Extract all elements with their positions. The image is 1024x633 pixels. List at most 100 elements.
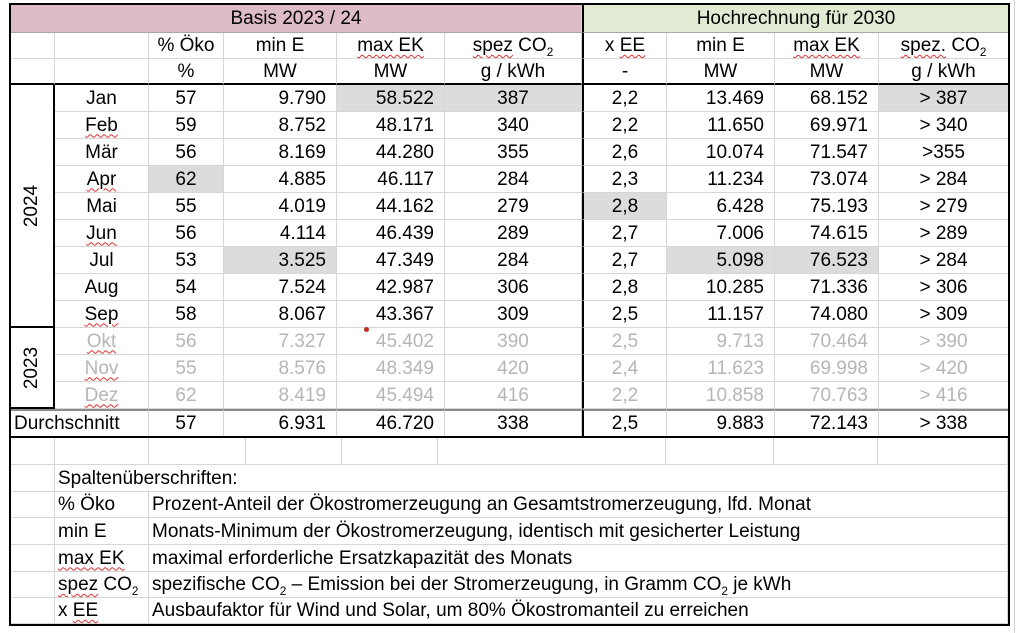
cell-jan-x-ee[interactable]: 2,2 <box>582 85 667 112</box>
empty-cell[interactable] <box>11 33 55 59</box>
year-group-2023[interactable]: 2023 <box>11 328 55 409</box>
cell-month-dez[interactable]: Dez <box>55 382 149 409</box>
empty-cell[interactable] <box>11 598 55 624</box>
cell-feb-min-e[interactable]: 8.752 <box>224 112 337 139</box>
cell-jul-max-ek[interactable]: 47.349 <box>337 247 445 274</box>
cell-nov-max-ek[interactable]: 48.349 <box>337 355 445 382</box>
cell-apr-pct-oeko[interactable]: 62 <box>149 166 224 193</box>
summary-pct-oeko[interactable]: 57 <box>149 409 224 436</box>
summary-max-ek-2030[interactable]: 72.143 <box>775 409 879 436</box>
cell-sep-x-ee[interactable]: 2,5 <box>582 301 667 328</box>
cell-okt-max-ek-2030[interactable]: 70.464 <box>775 328 879 355</box>
cell-month-jun[interactable]: Jun <box>55 220 149 247</box>
cell-mär-spez-co2[interactable]: 355 <box>445 139 582 166</box>
cell-mai-x-ee[interactable]: 2,8 <box>582 193 667 220</box>
legend-desc-3[interactable]: spezifische CO2 – Emission bei der Strom… <box>149 572 1008 598</box>
cell-month-apr[interactable]: Apr <box>55 166 149 193</box>
empty-cell[interactable] <box>11 518 55 545</box>
cell-nov-pct-oeko[interactable]: 55 <box>149 355 224 382</box>
cell-dez-x-ee[interactable]: 2,2 <box>582 382 667 409</box>
cell-sep-max-ek-2030[interactable]: 74.080 <box>775 301 879 328</box>
cell-okt-spez-co2[interactable]: 390 <box>445 328 582 355</box>
empty-cell[interactable] <box>55 438 149 465</box>
cell-aug-x-ee[interactable]: 2,8 <box>582 274 667 301</box>
cell-aug-pct-oeko[interactable]: 54 <box>149 274 224 301</box>
cell-sep-max-ek[interactable]: 43.367 <box>337 301 445 328</box>
cell-jul-min-e[interactable]: 3.525 <box>224 247 337 274</box>
legend-term-x-ee[interactable]: x EE <box>55 598 149 624</box>
cell-mai-max-ek[interactable]: 44.162 <box>337 193 445 220</box>
cell-jan-spez-co2-2030[interactable]: > 387 <box>879 85 1008 112</box>
cell-mai-pct-oeko[interactable]: 55 <box>149 193 224 220</box>
cell-apr-min-e[interactable]: 4.885 <box>224 166 337 193</box>
legend-desc-0[interactable]: Prozent-Anteil der Ökostromerzeugung an … <box>149 492 1008 518</box>
legend-term-min-e[interactable]: min E <box>55 518 149 545</box>
cell-apr-spez-co2[interactable]: 284 <box>445 166 582 193</box>
cell-dez-max-ek-2030[interactable]: 70.763 <box>775 382 879 409</box>
cell-jun-max-ek-2030[interactable]: 74.615 <box>775 220 879 247</box>
summary-min-e-2030[interactable]: 9.883 <box>667 409 775 436</box>
unit-min-e[interactable]: MW <box>224 59 337 85</box>
legend-term-pct-oeko[interactable]: % Öko <box>55 492 149 518</box>
cell-nov-spez-co2[interactable]: 420 <box>445 355 582 382</box>
cell-dez-min-e-2030[interactable]: 10.858 <box>667 382 775 409</box>
unit-min-e-2030[interactable]: MW <box>667 59 775 85</box>
empty-cell[interactable] <box>11 465 55 492</box>
cell-month-feb[interactable]: Feb <box>55 112 149 139</box>
cell-feb-pct-oeko[interactable]: 59 <box>149 112 224 139</box>
cell-sep-min-e-2030[interactable]: 11.157 <box>667 301 775 328</box>
unit-x-ee[interactable]: - <box>582 59 667 85</box>
summary-min-e[interactable]: 6.931 <box>224 409 337 436</box>
cell-month-okt[interactable]: Okt <box>55 328 149 355</box>
cell-mai-min-e-2030[interactable]: 6.428 <box>667 193 775 220</box>
cell-nov-min-e-2030[interactable]: 11.623 <box>667 355 775 382</box>
cell-sep-spez-co2-2030[interactable]: > 309 <box>879 301 1008 328</box>
col-header-min-e-2030[interactable]: min E <box>667 33 775 59</box>
cell-okt-min-e[interactable]: 7.327 <box>224 328 337 355</box>
cell-jun-min-e-2030[interactable]: 7.006 <box>667 220 775 247</box>
cell-mai-spez-co2[interactable]: 279 <box>445 193 582 220</box>
cell-feb-spez-co2-2030[interactable]: > 340 <box>879 112 1008 139</box>
cell-jun-spez-co2-2030[interactable]: > 289 <box>879 220 1008 247</box>
cell-feb-max-ek-2030[interactable]: 69.971 <box>775 112 879 139</box>
summary-spez-co2-2030[interactable]: > 338 <box>879 409 1008 436</box>
unit-spez-co2-2030[interactable]: g / kWh <box>879 59 1008 85</box>
cell-mär-max-ek-2030[interactable]: 71.547 <box>775 139 879 166</box>
col-header-pct-oeko[interactable]: % Öko <box>149 33 224 59</box>
cell-jun-max-ek[interactable]: 46.439 <box>337 220 445 247</box>
cell-dez-spez-co2[interactable]: 416 <box>445 382 582 409</box>
cell-mär-min-e-2030[interactable]: 10.074 <box>667 139 775 166</box>
cell-dez-pct-oeko[interactable]: 62 <box>149 382 224 409</box>
legend-desc-1[interactable]: Monats-Minimum der Ökostromerzeugung, id… <box>149 518 1008 545</box>
cell-aug-min-e[interactable]: 7.524 <box>224 274 337 301</box>
cell-aug-min-e-2030[interactable]: 10.285 <box>667 274 775 301</box>
summary-label-cell[interactable]: Durchschnitt <box>11 409 149 436</box>
cell-mär-spez-co2-2030[interactable]: >355 <box>879 139 1008 166</box>
cell-apr-spez-co2-2030[interactable]: > 284 <box>879 166 1008 193</box>
cell-sep-min-e[interactable]: 8.067 <box>224 301 337 328</box>
unit-spez-co2[interactable]: g / kWh <box>445 59 582 85</box>
cell-jul-spez-co2-2030[interactable]: > 284 <box>879 247 1008 274</box>
empty-cell[interactable] <box>55 59 149 85</box>
legend-term-max-ek[interactable]: max EK <box>55 545 149 572</box>
cell-mär-pct-oeko[interactable]: 56 <box>149 139 224 166</box>
cell-jul-min-e-2030[interactable]: 5.098 <box>667 247 775 274</box>
cell-apr-min-e-2030[interactable]: 11.234 <box>667 166 775 193</box>
col-header-x-ee[interactable]: x EE <box>582 33 667 59</box>
empty-cell[interactable] <box>11 438 55 465</box>
cell-jun-min-e[interactable]: 4.114 <box>224 220 337 247</box>
legend-term-spez-co2[interactable]: spez CO2 <box>55 572 149 598</box>
cell-jan-pct-oeko[interactable]: 57 <box>149 85 224 112</box>
table-title-hochrechnung[interactable]: Hochrechnung für 2030 <box>582 5 1008 33</box>
cell-mai-spez-co2-2030[interactable]: > 279 <box>879 193 1008 220</box>
cell-month-nov[interactable]: Nov <box>55 355 149 382</box>
legend-desc-2[interactable]: maximal erforderliche Ersatzkapazität de… <box>149 545 1008 572</box>
empty-cell[interactable] <box>11 545 55 572</box>
cell-month-aug[interactable]: Aug <box>55 274 149 301</box>
cell-dez-max-ek[interactable]: 45.494 <box>337 382 445 409</box>
cell-jun-spez-co2[interactable]: 289 <box>445 220 582 247</box>
cell-month-jan[interactable]: Jan <box>55 85 149 112</box>
legend-heading[interactable]: Spaltenüberschriften: <box>55 465 1008 492</box>
cell-dez-spez-co2-2030[interactable]: > 416 <box>879 382 1008 409</box>
cell-jan-max-ek-2030[interactable]: 68.152 <box>775 85 879 112</box>
